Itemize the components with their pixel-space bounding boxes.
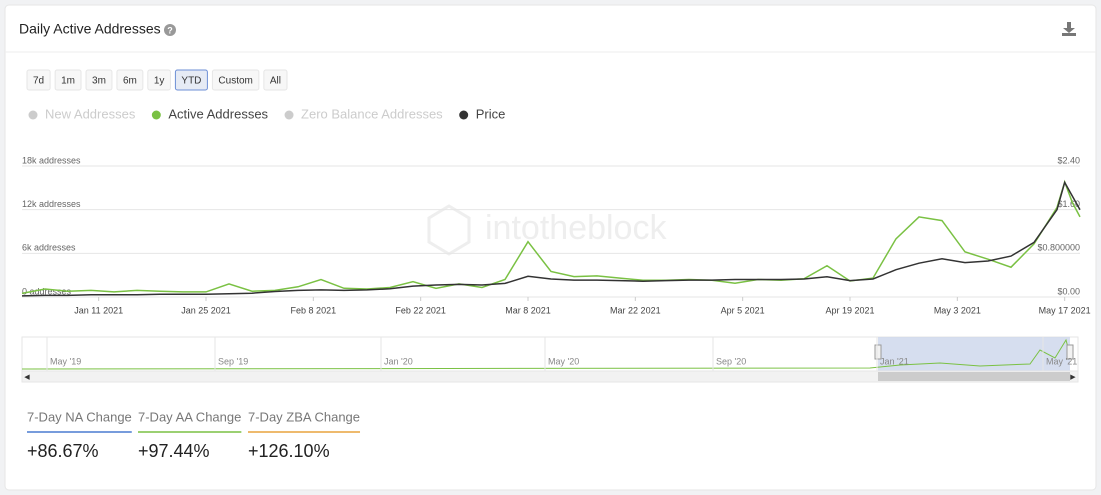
y2-tick-label: $2.40: [1057, 155, 1080, 165]
legend-marker[interactable]: [151, 110, 161, 120]
range-button[interactable]: [263, 69, 288, 91]
svg-text:?: ?: [167, 25, 173, 35]
x-tick-label: Jan 11 2021: [74, 305, 123, 315]
y-tick-label: 6k addresses: [22, 243, 76, 253]
download-icon[interactable]: [1062, 22, 1076, 36]
range-button-label[interactable]: Custom: [218, 76, 252, 87]
y-tick-label: 18k addresses: [22, 155, 81, 165]
range-button[interactable]: [26, 69, 51, 91]
stat-value: +126.10%: [248, 441, 330, 461]
x-tick-label: Jan 25 2021: [181, 305, 231, 315]
legend-label[interactable]: Active Addresses: [168, 106, 268, 121]
x-tick-label: May 3 2021: [934, 305, 981, 315]
range-button-label[interactable]: YTD: [181, 76, 201, 87]
range-button[interactable]: [211, 69, 260, 91]
legend-marker[interactable]: [459, 110, 469, 120]
x-tick-label: Mar 8 2021: [505, 305, 551, 315]
navigator-label: May '19: [50, 356, 81, 366]
x-tick-label: May 17 2021: [1039, 305, 1091, 315]
series-line: [21, 180, 1081, 297]
range-button-label[interactable]: 6m: [123, 76, 137, 87]
legend-marker[interactable]: [28, 110, 38, 120]
x-tick-label: Apr 19 2021: [825, 305, 874, 315]
x-tick-label: Feb 8 2021: [291, 305, 337, 315]
y2-tick-label: $0.00: [1057, 286, 1080, 296]
widget-title: Daily Active Addresses: [19, 21, 161, 37]
range-button-label[interactable]: 7d: [33, 76, 44, 87]
x-tick-label: Feb 22 2021: [395, 305, 446, 315]
stat-label: 7-Day NA Change: [27, 409, 132, 424]
y2-tick-label: $1.60: [1057, 199, 1080, 209]
y2-tick-label: $0.800000: [1037, 243, 1080, 253]
range-button[interactable]: [54, 69, 82, 91]
stat-value: +86.67%: [27, 441, 99, 461]
range-button-label[interactable]: 1m: [61, 76, 75, 87]
navigator[interactable]: [21, 336, 1079, 383]
range-button[interactable]: [116, 69, 144, 91]
help-icon[interactable]: ?: [164, 24, 176, 36]
navigator-label: Sep '19: [218, 356, 248, 366]
navigator-label: Jan '21: [880, 356, 909, 366]
stat-label: 7-Day AA Change: [138, 409, 241, 424]
scroll-left[interactable]: ◀: [24, 374, 30, 381]
x-tick-label: Apr 5 2021: [721, 305, 765, 315]
range-button[interactable]: [147, 69, 171, 91]
legend-label[interactable]: Price: [476, 106, 506, 121]
range-button-label[interactable]: 1y: [154, 76, 165, 87]
legend-marker[interactable]: [284, 110, 294, 120]
x-tick-label: Mar 22 2021: [610, 305, 661, 315]
y-tick-label: 0 addresses: [22, 286, 72, 296]
watermark-text: intotheblock: [485, 209, 667, 247]
navigator-label: Jan '20: [384, 356, 413, 366]
stat-label: 7-Day ZBA Change: [248, 409, 360, 424]
range-button[interactable]: [85, 69, 113, 91]
range-button[interactable]: [174, 69, 208, 91]
navigator-label: Sep '20: [716, 356, 746, 366]
navigator-label: May '21: [1046, 356, 1077, 366]
series-line: [21, 179, 1081, 295]
y-tick-label: 12k addresses: [22, 199, 81, 209]
legend-label[interactable]: Zero Balance Addresses: [301, 106, 443, 121]
range-button-label[interactable]: All: [270, 76, 281, 87]
legend-label[interactable]: New Addresses: [45, 106, 136, 121]
stat-value: +97.44%: [138, 441, 210, 461]
watermark: intotheblock: [427, 204, 667, 256]
navigator-label: May '20: [548, 356, 579, 366]
scroll-right[interactable]: ▶: [1070, 374, 1076, 381]
range-button-label[interactable]: 3m: [92, 76, 106, 87]
